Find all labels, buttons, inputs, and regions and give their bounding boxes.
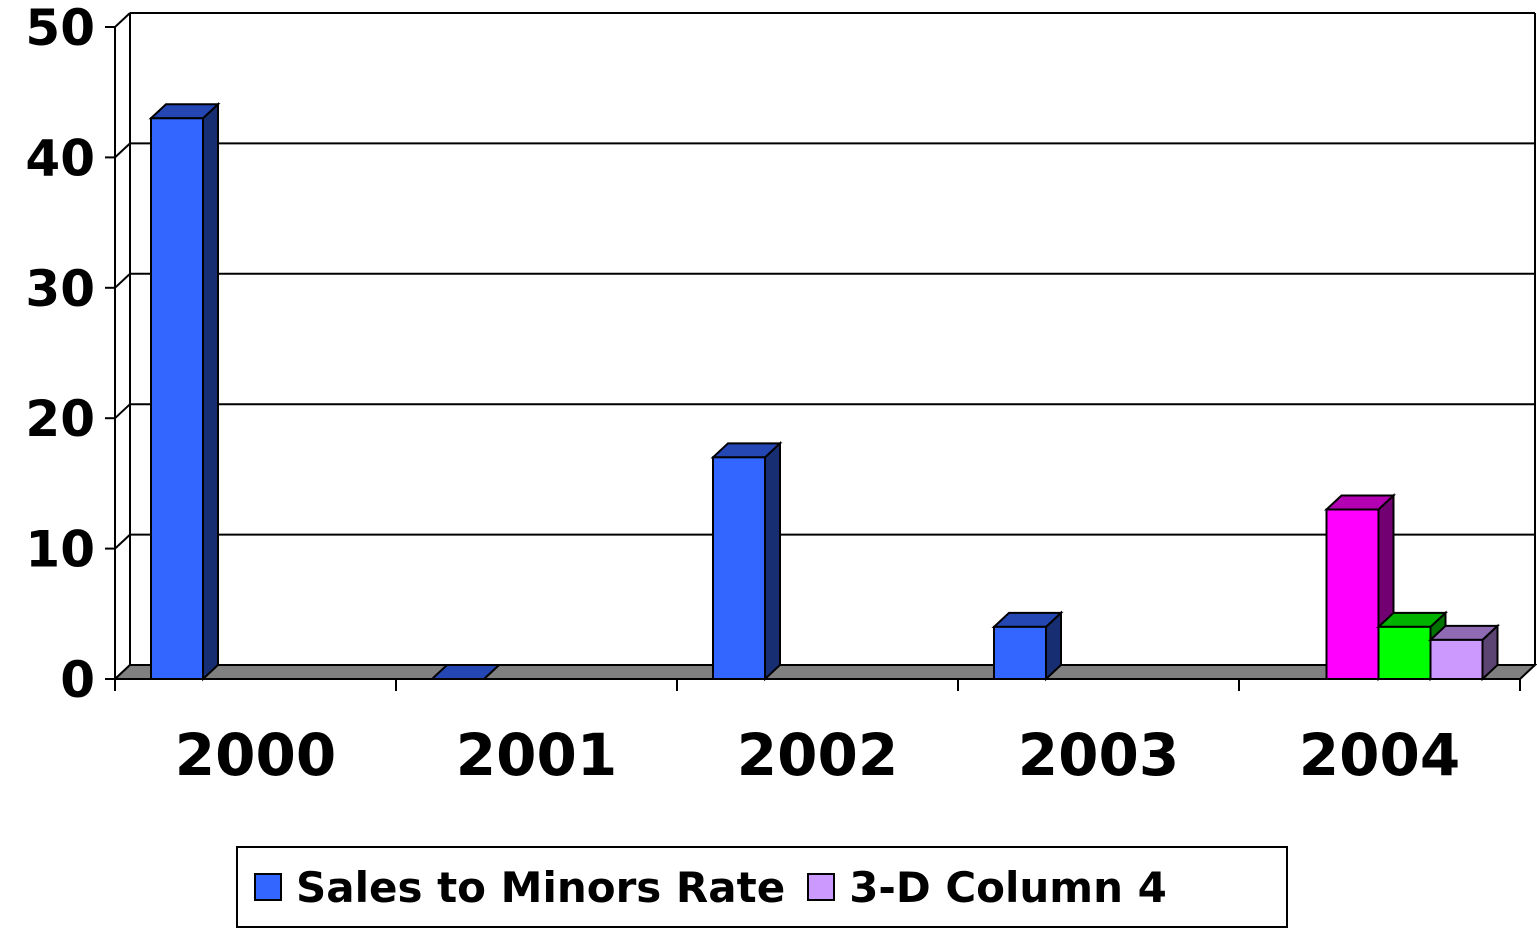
bar-2002-0 (712, 456, 766, 680)
y-tick-label-50: 50 (25, 0, 95, 57)
bar-side-2002-0 (764, 441, 781, 682)
x-tick-label-2002: 2002 (737, 721, 898, 789)
depth-tick-40 (114, 142, 131, 159)
x-tick-label-2000: 2000 (175, 721, 336, 789)
y-tick-label-40: 40 (25, 129, 95, 187)
y-tick-label-0: 0 (60, 651, 95, 709)
y-tick-label-20: 20 (25, 390, 95, 448)
x-tick-label-2004: 2004 (1299, 721, 1460, 789)
bar-2000-0 (150, 117, 204, 680)
bar-2003-0 (993, 625, 1047, 681)
legend-item-sales-to-minors: Sales to Minors Rate (254, 863, 785, 912)
depth-tick-30 (114, 273, 131, 289)
depth-tick-50 (114, 12, 131, 28)
x-tick-label-2001: 2001 (456, 721, 617, 789)
chart-legend: Sales to Minors Rate 3-D Column 4 (236, 846, 1288, 928)
bar-top-2001-0 (429, 664, 502, 680)
legend-label-sales-to-minors: Sales to Minors Rate (296, 862, 786, 912)
legend-swatch-3d-column-4 (807, 873, 836, 901)
legend-label-3d-column-4: 3-D Column 4 (849, 862, 1167, 912)
bar-2004-2 (1429, 638, 1484, 681)
legend-item-3d-column-4: 3-D Column 4 (807, 863, 1167, 912)
depth-tick-10 (114, 533, 131, 550)
bar-side-2000-0 (202, 101, 219, 682)
bar-chart: 0 10 20 30 40 50 2000 2001 2002 2003 2004 (25, 0, 1537, 789)
chart-floor (112, 664, 1537, 680)
y-tick-label-30: 30 (25, 260, 95, 318)
x-tick-label-2003: 2003 (1018, 721, 1179, 789)
bar-2004-1 (1377, 625, 1432, 681)
bar-2004-0 (1325, 508, 1380, 681)
depth-tick-20 (114, 403, 131, 419)
legend-swatch-sales-to-minors (254, 873, 282, 901)
y-tick-label-10: 10 (25, 521, 95, 579)
